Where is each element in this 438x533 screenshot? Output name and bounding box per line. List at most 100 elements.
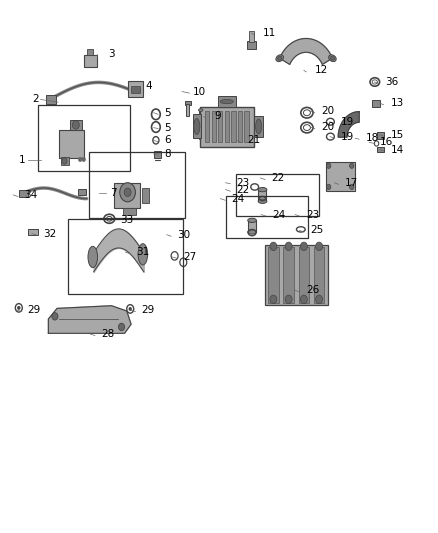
FancyBboxPatch shape [218,111,223,142]
Circle shape [18,306,20,310]
Circle shape [62,158,67,164]
FancyBboxPatch shape [258,190,266,201]
FancyBboxPatch shape [28,229,38,235]
Circle shape [285,295,292,304]
Circle shape [118,323,124,330]
Text: 22: 22 [271,173,284,183]
Circle shape [300,295,307,304]
Ellipse shape [138,244,148,265]
Circle shape [350,163,354,168]
Ellipse shape [88,246,98,268]
Circle shape [129,308,131,311]
FancyBboxPatch shape [377,147,385,152]
Text: 18: 18 [366,133,379,143]
Text: 28: 28 [102,329,115,340]
Text: 27: 27 [184,252,197,262]
FancyBboxPatch shape [314,247,324,303]
FancyBboxPatch shape [114,183,140,208]
FancyBboxPatch shape [123,208,136,215]
Text: 11: 11 [262,28,276,38]
Text: 16: 16 [380,138,393,148]
Text: 2: 2 [32,94,39,104]
FancyBboxPatch shape [283,247,294,303]
Text: 31: 31 [136,247,149,257]
Ellipse shape [248,218,256,222]
Circle shape [52,313,58,320]
FancyBboxPatch shape [248,220,255,232]
FancyBboxPatch shape [78,189,86,196]
Ellipse shape [248,230,256,234]
Ellipse shape [255,119,261,134]
FancyBboxPatch shape [268,247,279,303]
FancyBboxPatch shape [193,114,201,138]
Ellipse shape [258,188,267,192]
Text: 13: 13 [391,98,404,108]
Text: 25: 25 [311,225,324,236]
Polygon shape [280,38,332,64]
FancyBboxPatch shape [225,111,229,142]
Text: 19: 19 [341,132,354,142]
Text: 36: 36 [385,77,399,87]
FancyBboxPatch shape [87,49,93,55]
Text: 1: 1 [19,156,25,165]
FancyBboxPatch shape [46,95,56,104]
FancyBboxPatch shape [141,188,149,203]
FancyBboxPatch shape [377,132,385,139]
Circle shape [78,157,82,161]
Circle shape [326,184,331,190]
Circle shape [82,157,85,161]
FancyBboxPatch shape [299,247,309,303]
FancyBboxPatch shape [212,111,216,142]
Text: 8: 8 [165,149,171,159]
Text: 20: 20 [321,122,334,132]
Ellipse shape [220,100,233,104]
Circle shape [124,188,131,197]
Polygon shape [338,112,359,137]
Text: 29: 29 [141,305,155,315]
Text: 33: 33 [120,215,133,225]
FancyBboxPatch shape [218,96,236,107]
FancyBboxPatch shape [84,55,97,67]
FancyBboxPatch shape [231,111,236,142]
Text: 6: 6 [165,135,171,146]
Ellipse shape [328,55,336,62]
Text: 26: 26 [306,285,319,295]
Circle shape [285,242,292,251]
Ellipse shape [278,56,282,60]
FancyBboxPatch shape [19,190,28,197]
Text: 12: 12 [315,66,328,75]
Circle shape [316,295,322,304]
Ellipse shape [276,55,283,62]
Polygon shape [48,306,131,333]
Text: 7: 7 [110,188,117,198]
FancyBboxPatch shape [250,31,254,42]
Text: 29: 29 [28,305,41,315]
FancyBboxPatch shape [59,130,84,158]
Text: 24: 24 [272,209,285,220]
FancyBboxPatch shape [247,41,256,49]
FancyBboxPatch shape [185,101,191,106]
FancyBboxPatch shape [254,116,263,137]
FancyBboxPatch shape [372,100,380,108]
Circle shape [120,183,135,202]
FancyBboxPatch shape [205,111,209,142]
Text: 9: 9 [215,111,221,122]
Ellipse shape [198,109,203,111]
Text: 15: 15 [391,130,404,140]
FancyBboxPatch shape [244,111,249,142]
Circle shape [270,295,277,304]
Text: 34: 34 [24,190,37,200]
FancyBboxPatch shape [238,111,242,142]
Ellipse shape [330,56,335,60]
FancyBboxPatch shape [154,151,161,158]
Ellipse shape [194,118,200,134]
Text: 20: 20 [321,106,334,116]
Text: 23: 23 [306,209,319,220]
FancyBboxPatch shape [127,81,143,97]
Circle shape [350,184,354,190]
FancyBboxPatch shape [131,86,140,93]
Ellipse shape [258,199,267,204]
FancyBboxPatch shape [325,161,355,191]
Circle shape [326,163,331,168]
FancyBboxPatch shape [70,119,82,130]
